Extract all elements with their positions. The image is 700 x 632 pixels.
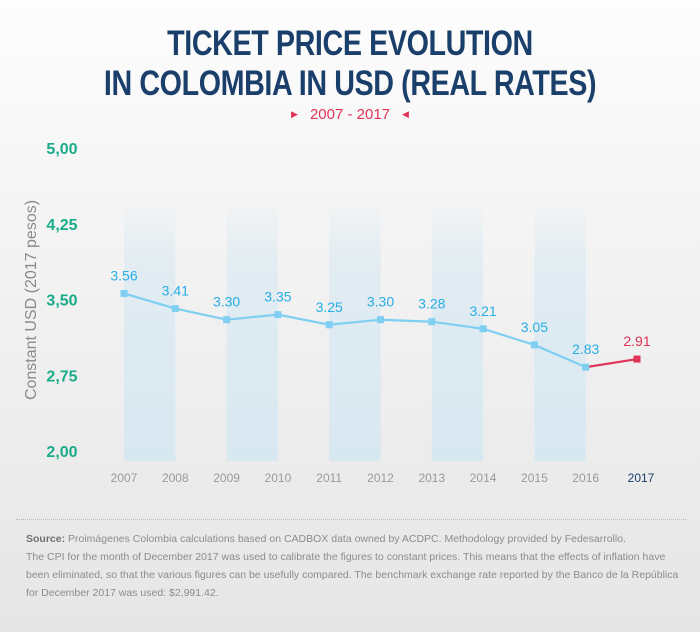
background-band — [534, 195, 586, 461]
subtitle-text: 2007 - 2017 — [309, 106, 391, 123]
y-tick-label: 3,50 — [46, 293, 77, 310]
data-label: 3.30 — [367, 294, 394, 310]
x-tick-label: 2012 — [367, 471, 394, 485]
background-band — [329, 195, 381, 461]
data-label: 3.21 — [469, 303, 496, 319]
x-tick-label: 2014 — [470, 471, 497, 485]
triangle-left-icon: ◀ — [402, 109, 409, 119]
y-tick-label: 2,75 — [46, 368, 77, 385]
series-line — [123, 292, 587, 369]
data-point — [223, 316, 231, 324]
data-point — [171, 305, 179, 313]
chart-title-line1: TICKET PRICE EVOLUTION — [167, 24, 533, 63]
triangle-right-icon: ▶ — [291, 109, 298, 119]
data-label: 3.30 — [213, 294, 240, 310]
data-label: 3.35 — [264, 289, 291, 305]
source-label: Source: — [26, 533, 66, 545]
y-tick-label: 2,00 — [46, 444, 77, 461]
data-point — [428, 318, 436, 326]
source-text: Proimágenes Colombia calculations based … — [65, 533, 626, 545]
x-tick-label: 2017 — [628, 471, 655, 485]
y-tick-label: 4,25 — [46, 217, 77, 234]
data-point — [582, 363, 590, 371]
x-tick-label: 2008 — [162, 471, 189, 485]
y-tick-label: 5,00 — [46, 141, 77, 158]
x-tick-label: 2013 — [418, 471, 445, 485]
source-note: Source: Proimágenes Colombia calculation… — [26, 530, 686, 602]
chart-subtitle: ▶ 2007 - 2017 ◀ — [0, 106, 700, 123]
data-label: 3.41 — [162, 283, 189, 299]
x-tick-label: 2007 — [111, 471, 138, 485]
data-point — [530, 341, 538, 349]
chart-title-line2: IN COLOMBIA IN USD (REAL RATES) — [103, 64, 597, 103]
data-label: 3.25 — [316, 299, 343, 315]
data-label: 3.05 — [521, 319, 548, 335]
footer-divider — [16, 519, 686, 520]
data-label: 3.28 — [418, 296, 445, 312]
data-point — [325, 321, 333, 329]
data-point — [633, 355, 641, 363]
data-point — [274, 311, 282, 319]
methodology-note: The CPI for the month of December 2017 w… — [26, 551, 679, 599]
x-tick-label: 2011 — [316, 471, 342, 485]
data-label: 2.91 — [623, 333, 650, 349]
data-point — [479, 325, 487, 333]
series-line — [585, 358, 638, 369]
background-band — [226, 195, 278, 461]
x-tick-label: 2015 — [521, 471, 548, 485]
x-tick-label: 2016 — [572, 471, 599, 485]
background-band — [124, 195, 176, 461]
x-tick-label: 2009 — [213, 471, 240, 485]
data-point — [377, 316, 384, 324]
data-point — [120, 289, 128, 297]
x-tick-label: 2010 — [265, 471, 292, 485]
data-label: 2.83 — [572, 341, 599, 357]
data-label: 3.56 — [110, 267, 137, 283]
